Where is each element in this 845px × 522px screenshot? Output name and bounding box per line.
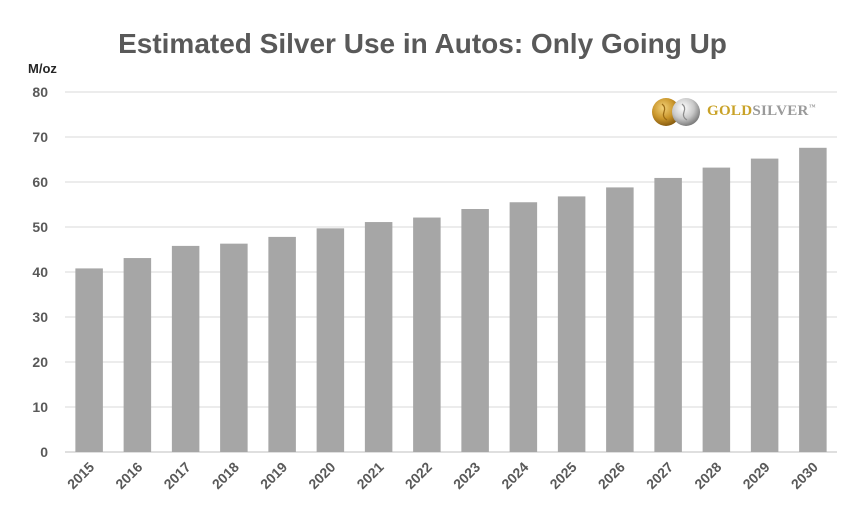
goldsilver-logo: GOLDSILVER™ (652, 94, 816, 130)
x-tick-label: 2023 (450, 459, 483, 492)
x-tick-label: 2018 (209, 459, 242, 492)
y-tick-label: 80 (32, 84, 48, 100)
chart-title: Estimated Silver Use in Autos: Only Goin… (118, 28, 727, 59)
logo-text-silver: SILVER (752, 103, 809, 119)
bar-2027 (654, 177, 682, 452)
x-tick-label: 2030 (788, 459, 821, 492)
x-tick-label: 2016 (112, 459, 145, 492)
x-tick-label: 2029 (739, 459, 772, 492)
bars (75, 147, 827, 453)
bar-2022 (413, 217, 441, 452)
bar-2023 (461, 209, 489, 452)
x-tick-label: 2026 (595, 459, 628, 492)
y-axis-unit-label: M/oz (28, 61, 57, 76)
y-axis-ticks: 0 10 20 30 40 50 60 70 80 (32, 84, 48, 460)
x-tick-label: 2020 (305, 459, 338, 492)
bar-2015 (75, 268, 103, 452)
bar-2026 (606, 187, 634, 452)
bar-2030 (799, 147, 827, 453)
y-tick-label: 10 (32, 399, 48, 415)
y-tick-label: 20 (32, 354, 48, 370)
y-tick-label: 50 (32, 219, 48, 235)
bar-2017 (171, 245, 200, 452)
bar-2025 (557, 196, 586, 452)
y-tick-label: 70 (32, 129, 48, 145)
x-tick-label: 2025 (546, 459, 579, 492)
bar-2021 (364, 222, 393, 452)
x-tick-label: 2028 (691, 459, 724, 492)
x-tick-label: 2024 (498, 459, 531, 492)
y-tick-label: 40 (32, 264, 48, 280)
x-tick-label: 2015 (64, 459, 97, 492)
x-axis-ticks: 2015 2016 2017 2018 2019 2020 2021 2022 2023 2024… (64, 459, 821, 492)
x-tick-label: 2017 (160, 459, 193, 492)
x-tick-label: 2019 (257, 459, 290, 492)
x-tick-label: 2022 (402, 459, 435, 492)
logo-trademark: ™ (808, 103, 816, 111)
bar-2018 (220, 243, 248, 452)
logo-text-gold: GOLD (707, 103, 753, 119)
x-tick-label: 2027 (643, 459, 676, 492)
bar-2028 (702, 167, 731, 452)
coins-icon (652, 98, 700, 126)
bar-2016 (123, 258, 152, 452)
bar-2029 (750, 158, 779, 452)
bar-2019 (268, 236, 296, 452)
bar-2020 (316, 228, 345, 452)
bar-2024 (509, 202, 538, 452)
x-tick-label: 2021 (353, 459, 386, 492)
y-tick-label: 30 (32, 309, 48, 325)
y-tick-label: 60 (32, 174, 48, 190)
y-tick-label: 0 (40, 444, 48, 460)
